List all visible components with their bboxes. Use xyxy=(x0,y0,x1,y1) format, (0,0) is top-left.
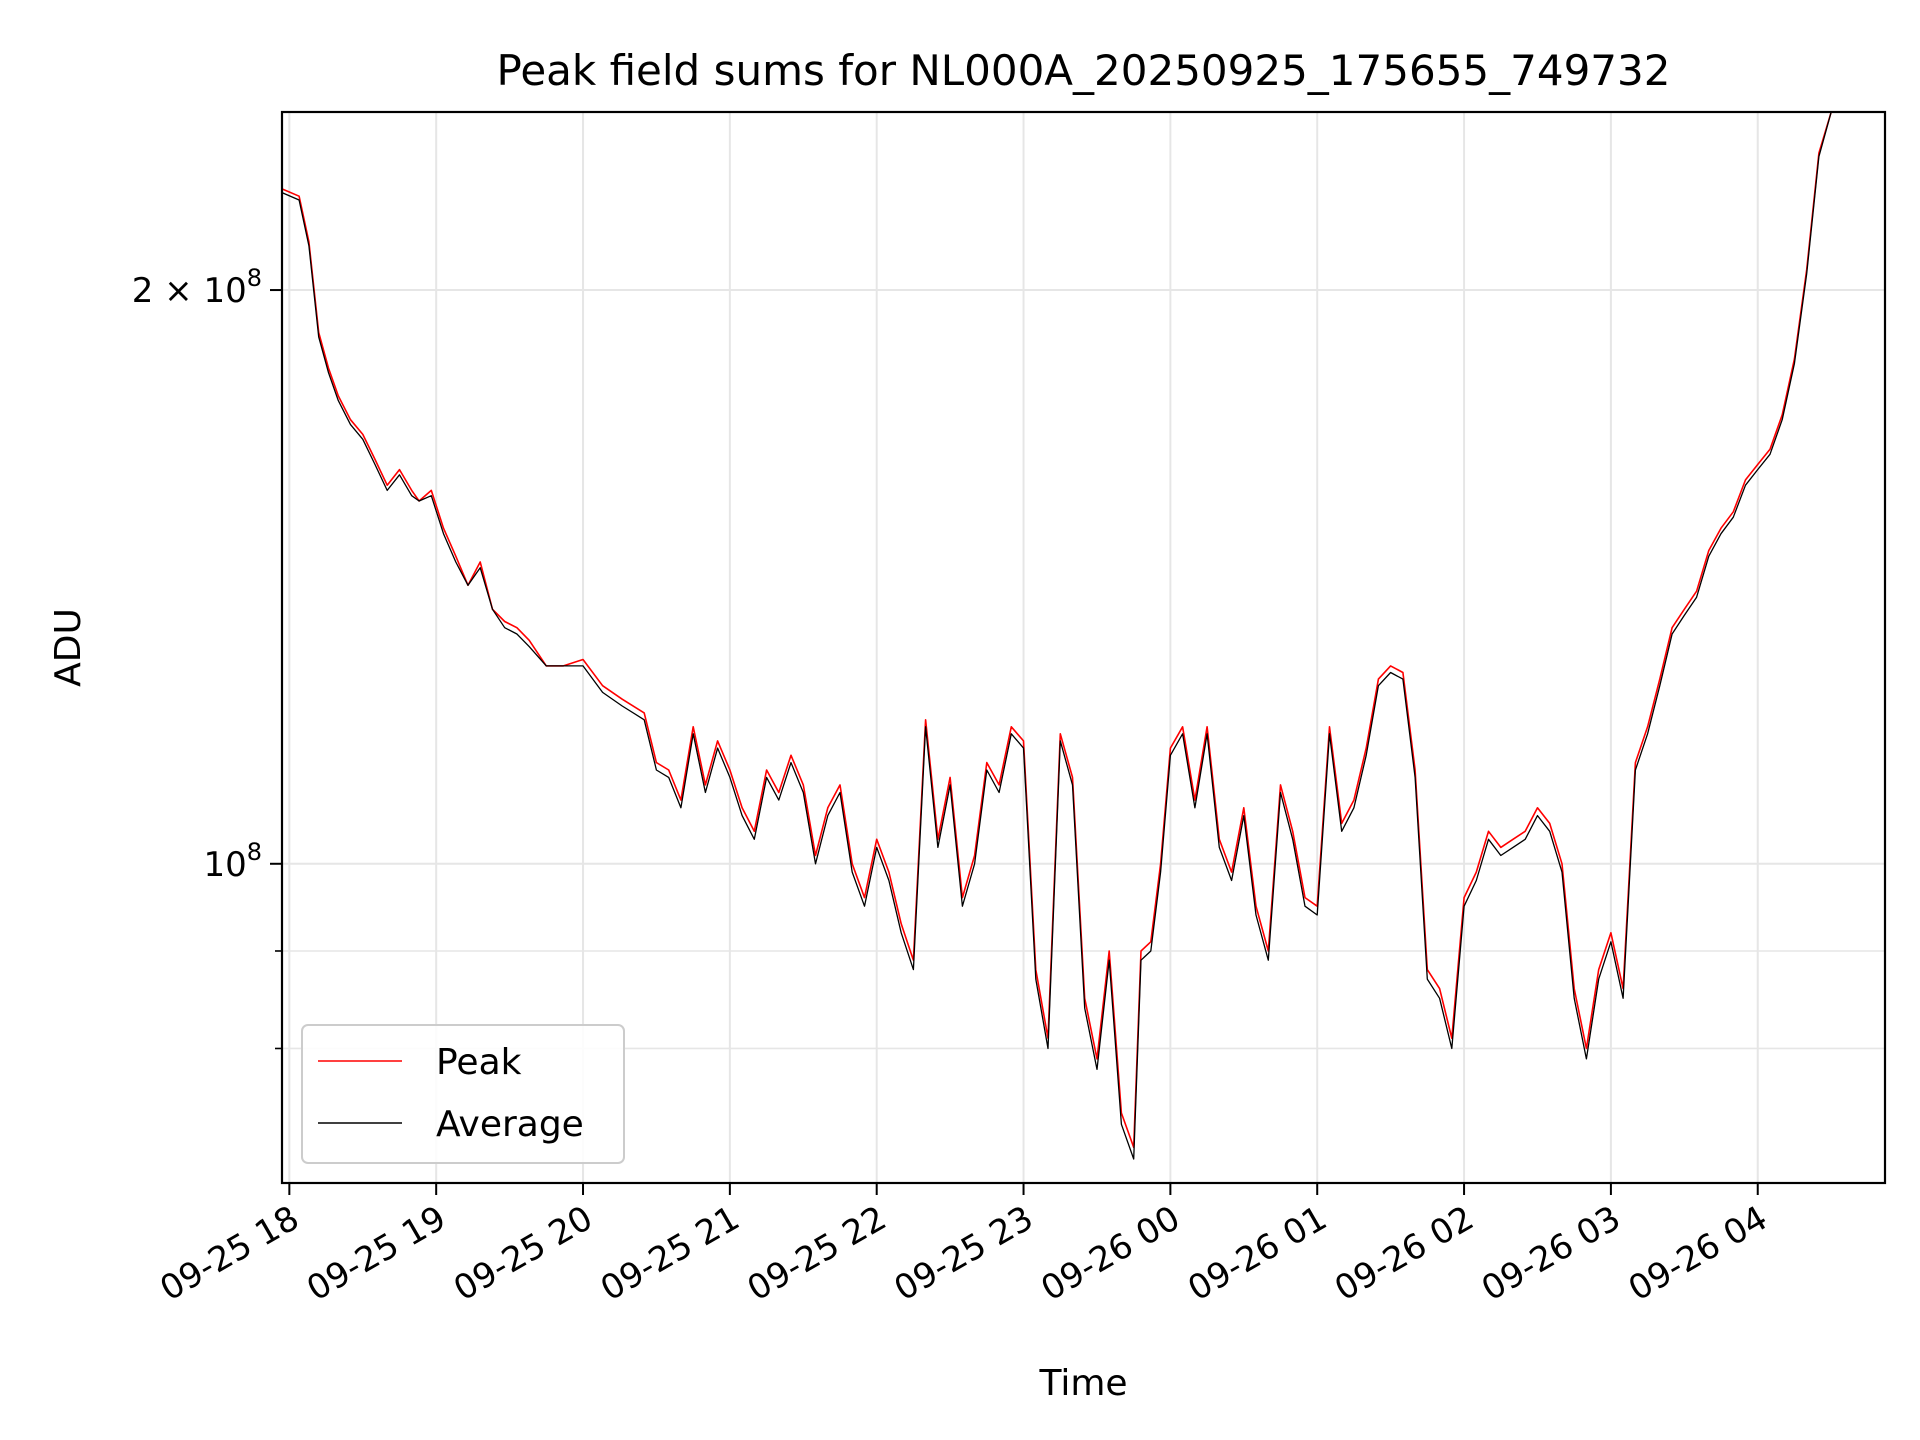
legend: Peak Average xyxy=(301,1024,625,1164)
x-tick-label: 09-25 19 xyxy=(300,1198,452,1309)
x-tick-label: 09-26 00 xyxy=(1034,1198,1186,1309)
series-lines xyxy=(281,111,1832,1160)
x-tick-label: 09-26 04 xyxy=(1622,1198,1774,1309)
x-tick-label: 09-25 22 xyxy=(741,1198,893,1309)
x-tick-label: 09-26 02 xyxy=(1328,1198,1480,1309)
x-tick-label: 09-26 01 xyxy=(1181,1198,1333,1309)
x-tick-label: 09-26 03 xyxy=(1475,1198,1627,1309)
series-peak-line xyxy=(281,111,1832,1149)
legend-average-label: Average xyxy=(436,1104,584,1145)
grid-lines xyxy=(282,112,1885,1183)
y-axis-label: ADU xyxy=(48,608,89,687)
y-tick-label: 2 × 108 xyxy=(132,264,262,311)
x-tick-label: 09-25 18 xyxy=(153,1198,305,1309)
y-axis-ticks: 108 2 × 108 xyxy=(132,264,282,1050)
y-tick-label: 108 xyxy=(203,838,262,885)
x-axis-label: Time xyxy=(1038,1363,1127,1404)
x-tick-label: 09-25 23 xyxy=(888,1198,1040,1309)
legend-peak-label: Peak xyxy=(436,1042,522,1083)
x-tick-label: 09-25 21 xyxy=(594,1198,746,1309)
chart-title: Peak field sums for NL000A_20250925_1756… xyxy=(497,46,1671,95)
series-average-line xyxy=(281,111,1832,1160)
x-tick-label: 09-25 20 xyxy=(447,1198,599,1309)
legend-box xyxy=(301,1024,625,1164)
plot-frame xyxy=(280,110,1887,1185)
